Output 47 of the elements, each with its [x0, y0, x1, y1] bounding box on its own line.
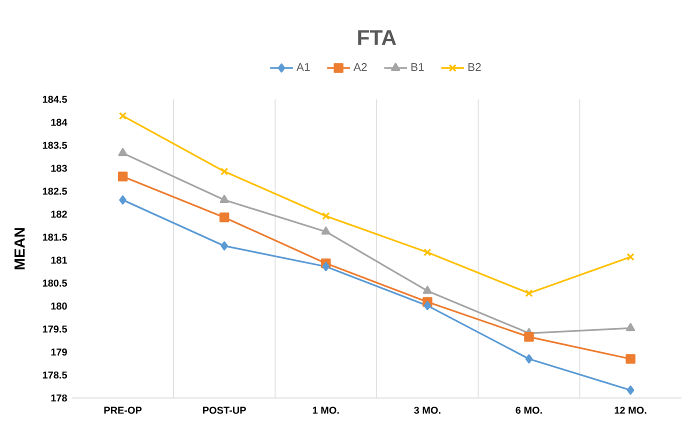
- point: [119, 195, 126, 205]
- y-tick-label: 184: [51, 118, 68, 126]
- y-tick-label: 183: [51, 164, 67, 172]
- y-tick-label: 183.5: [42, 142, 68, 149]
- point: [220, 168, 228, 176]
- y-tick-label: 181.5: [42, 234, 68, 241]
- x-tick-label: PRE-OP: [104, 406, 142, 414]
- point: [524, 332, 534, 342]
- x-tick-label: 6 MO.: [516, 406, 542, 414]
- x-tick-label: POST-UP: [203, 406, 246, 414]
- y-tick-label: 180: [51, 302, 67, 310]
- point: [626, 253, 634, 261]
- y-tick-label: 180.5: [42, 280, 68, 287]
- x-tick-label: 1 MO.: [312, 406, 339, 414]
- point: [220, 194, 229, 203]
- point: [422, 286, 432, 294]
- legend-label: A2: [353, 63, 367, 71]
- chart-title: FTA: [358, 30, 396, 45]
- y-tick-label: 179.5: [42, 326, 68, 333]
- point: [322, 262, 330, 272]
- y-tick-label: 182.5: [42, 188, 68, 195]
- point: [118, 172, 128, 182]
- point: [626, 386, 634, 395]
- point: [626, 354, 636, 364]
- point: [118, 112, 127, 120]
- point: [525, 289, 533, 298]
- y-tick-label: 181: [51, 256, 68, 264]
- y-tick-label: 182: [51, 210, 67, 218]
- point: [321, 226, 330, 235]
- point: [424, 301, 432, 310]
- x-tick-label: 12 MO.: [614, 406, 646, 414]
- legend-label: B1: [411, 63, 424, 71]
- point: [525, 354, 533, 364]
- y-tick-label: 178.5: [42, 371, 68, 379]
- x-tick-label: 3 MO.: [414, 406, 440, 414]
- point: [424, 248, 432, 256]
- legend-label: A1: [296, 63, 310, 71]
- y-tick-label: 178: [51, 394, 67, 402]
- point: [118, 148, 128, 156]
- y-tick-label: 179: [51, 348, 67, 356]
- point: [626, 323, 636, 332]
- legend-label: B2: [468, 63, 481, 71]
- point: [220, 241, 228, 251]
- point: [322, 212, 330, 220]
- point: [219, 212, 230, 222]
- y-axis-title: MEAN: [14, 228, 25, 270]
- y-tick-label: 184.5: [42, 96, 68, 103]
